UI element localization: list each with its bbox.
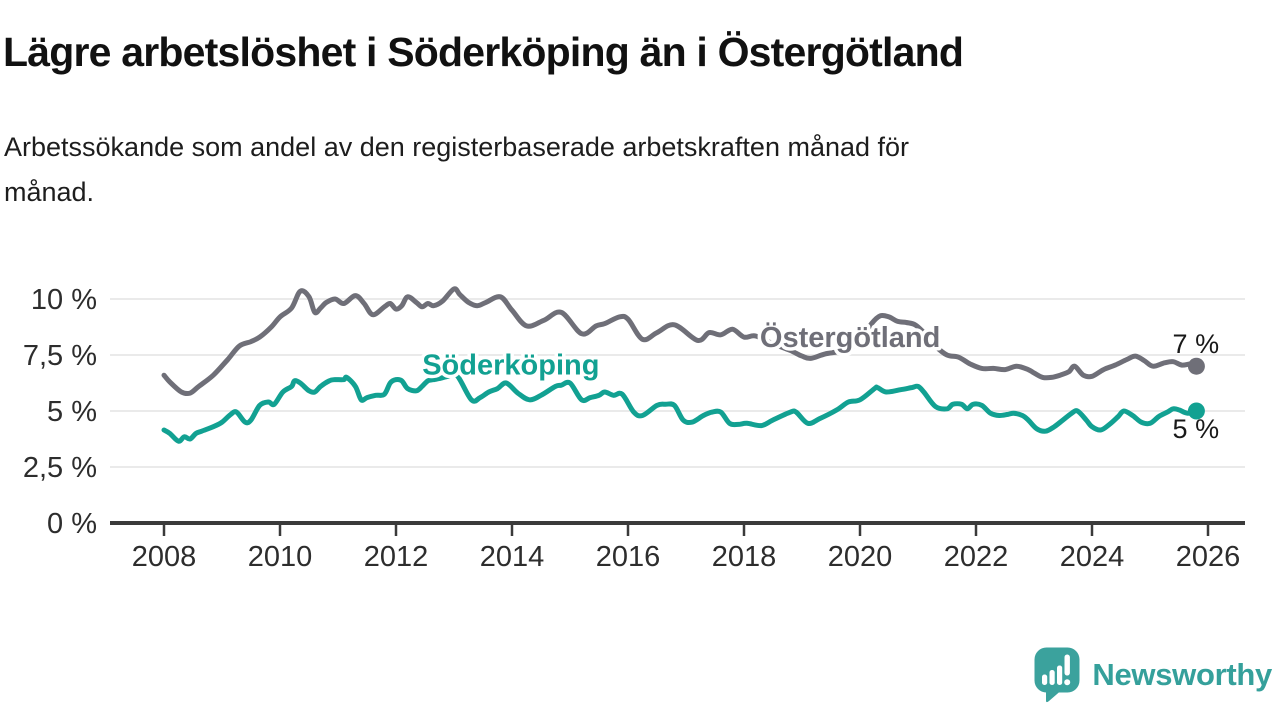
chart-title: Lägre arbetslöshet i Söderköping än i Ös… (3, 29, 964, 75)
x-tick-label: 2012 (364, 541, 429, 573)
x-tick-label: 2024 (1060, 541, 1125, 573)
x-tick-label: 2010 (248, 541, 313, 573)
y-tick-label: 0 % (47, 508, 97, 540)
newsworthy-logo[interactable]: Newsworthy (1033, 646, 1272, 704)
newsworthy-logo-text: Newsworthy (1092, 657, 1272, 692)
series-label: Östergötland (760, 321, 940, 354)
x-tick-label: 2022 (944, 541, 1009, 573)
x-tick-label: 2018 (712, 541, 777, 573)
x-tick-label: 2008 (132, 541, 197, 573)
series-label: Söderköping (422, 350, 599, 382)
x-tick-label: 2014 (480, 541, 545, 573)
chart-header: Lägre arbetslöshet i Söderköping än i Ös… (3, 29, 1253, 215)
series-end-dot-ostergotland (1187, 357, 1205, 375)
end-value-label: 7 % (1173, 329, 1220, 359)
series-end-dot-soderkoping (1187, 402, 1205, 420)
chart-subtitle: Arbetssökande som andel av den registerb… (4, 125, 1253, 215)
newsworthy-logo-icon (1033, 646, 1083, 704)
x-tick-label: 2026 (1176, 541, 1241, 573)
y-tick-label: 5 % (47, 396, 97, 428)
y-tick-label: 2,5 % (23, 452, 97, 484)
x-tick-label: 2020 (828, 541, 893, 573)
end-value-label: 5 % (1173, 414, 1220, 444)
series-line-soderkoping (161, 371, 1199, 444)
x-tick-label: 2016 (596, 541, 661, 573)
y-tick-label: 10 % (31, 284, 97, 316)
chart-subtitle-line2: månad. (4, 177, 95, 208)
series-line-ostergotland (161, 286, 1199, 397)
y-tick-label: 7,5 % (23, 340, 97, 372)
chart-subtitle-line1: Arbetssökande som andel av den registerb… (4, 132, 910, 163)
